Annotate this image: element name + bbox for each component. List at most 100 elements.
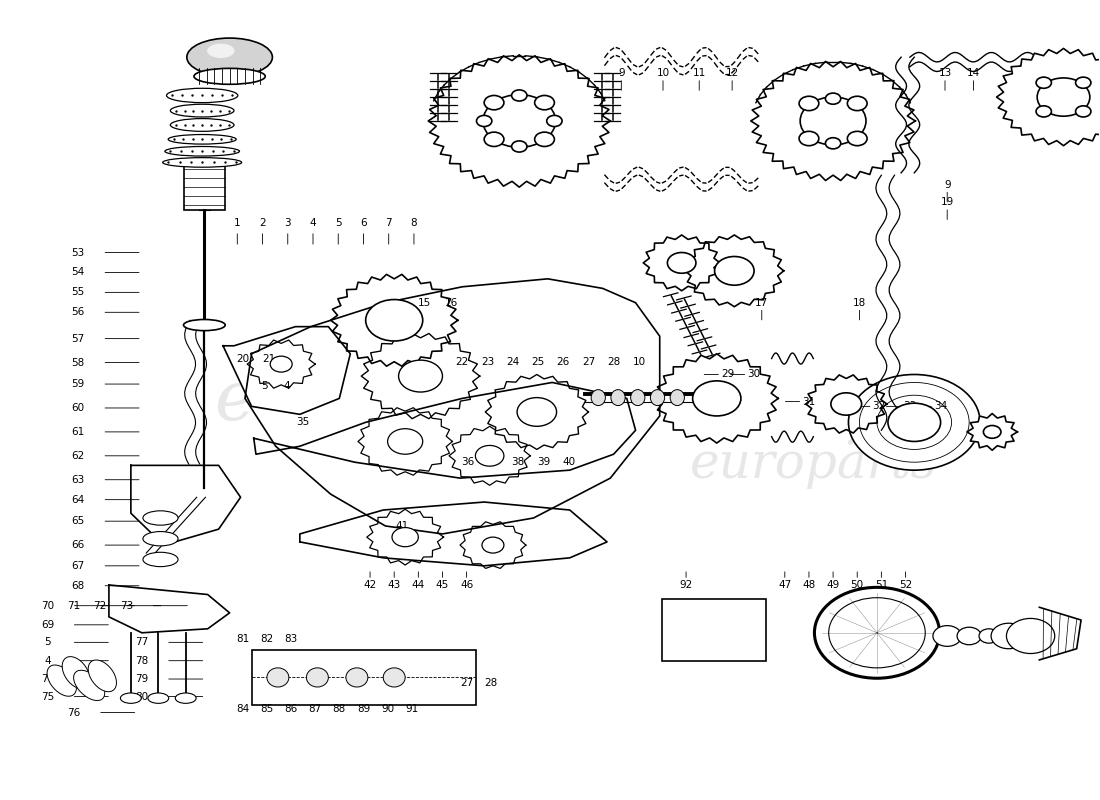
Text: 32: 32 <box>872 402 886 411</box>
Text: 14: 14 <box>967 68 980 78</box>
Text: 21: 21 <box>263 354 276 363</box>
Circle shape <box>799 131 818 146</box>
Polygon shape <box>460 522 526 569</box>
Circle shape <box>512 141 527 152</box>
Circle shape <box>535 132 554 146</box>
Text: 2: 2 <box>260 218 266 228</box>
Text: 85: 85 <box>261 704 274 714</box>
Text: 37: 37 <box>486 457 499 467</box>
Text: 82: 82 <box>261 634 274 644</box>
Text: 56: 56 <box>72 307 85 318</box>
Circle shape <box>825 93 840 104</box>
Circle shape <box>848 374 980 470</box>
Text: 63: 63 <box>72 474 85 485</box>
Bar <box>184 164 226 210</box>
Text: 22: 22 <box>455 357 469 366</box>
Polygon shape <box>997 49 1100 146</box>
Text: 49: 49 <box>826 580 839 590</box>
Ellipse shape <box>168 134 236 144</box>
Circle shape <box>830 393 861 415</box>
Text: 73: 73 <box>120 601 133 610</box>
Text: 45: 45 <box>436 580 449 590</box>
Circle shape <box>715 257 755 286</box>
Text: 78: 78 <box>135 656 149 666</box>
Polygon shape <box>644 235 721 290</box>
Text: 79: 79 <box>135 674 149 684</box>
Text: 39: 39 <box>537 457 550 467</box>
Circle shape <box>1076 77 1091 88</box>
Text: 3: 3 <box>285 218 292 228</box>
Text: 8: 8 <box>410 218 417 228</box>
Text: 38: 38 <box>512 457 525 467</box>
Text: 83: 83 <box>285 634 298 644</box>
Text: 35: 35 <box>297 418 310 427</box>
Text: 84: 84 <box>236 704 250 714</box>
Text: 80: 80 <box>135 691 149 702</box>
Ellipse shape <box>143 552 178 566</box>
Ellipse shape <box>630 390 645 406</box>
Text: 5: 5 <box>262 381 268 390</box>
Ellipse shape <box>194 68 265 84</box>
Circle shape <box>825 138 840 149</box>
Text: 47: 47 <box>778 580 791 590</box>
Ellipse shape <box>163 158 242 167</box>
Circle shape <box>484 95 504 110</box>
Text: 12: 12 <box>726 68 739 78</box>
Text: 40: 40 <box>562 457 575 467</box>
Text: 33: 33 <box>903 402 916 411</box>
Text: 88: 88 <box>332 704 346 714</box>
Ellipse shape <box>166 88 238 102</box>
Text: 27: 27 <box>582 357 595 366</box>
Text: 76: 76 <box>67 707 80 718</box>
Text: 48: 48 <box>802 580 815 590</box>
Circle shape <box>991 623 1026 649</box>
Circle shape <box>668 253 696 274</box>
Text: 70: 70 <box>41 601 54 610</box>
Text: 64: 64 <box>72 494 85 505</box>
Text: 65: 65 <box>72 516 85 526</box>
Text: 52: 52 <box>899 580 912 590</box>
Text: 36: 36 <box>461 457 474 467</box>
Text: 71: 71 <box>67 601 80 610</box>
Text: 54: 54 <box>72 267 85 278</box>
Ellipse shape <box>47 665 76 696</box>
Circle shape <box>983 426 1001 438</box>
Text: 7: 7 <box>385 218 392 228</box>
Ellipse shape <box>383 668 405 687</box>
Ellipse shape <box>187 38 273 76</box>
Ellipse shape <box>184 319 226 330</box>
Circle shape <box>1006 618 1055 654</box>
Text: 67: 67 <box>72 561 85 571</box>
Ellipse shape <box>345 668 367 687</box>
Text: 5: 5 <box>334 218 341 228</box>
Text: 74: 74 <box>41 674 54 684</box>
Ellipse shape <box>143 511 178 525</box>
Text: 25: 25 <box>531 357 544 366</box>
Text: 5: 5 <box>44 638 51 647</box>
Circle shape <box>271 356 293 372</box>
Text: 9: 9 <box>944 180 950 190</box>
Text: 57: 57 <box>72 334 85 344</box>
Polygon shape <box>223 326 350 414</box>
Text: 55: 55 <box>72 287 85 298</box>
Polygon shape <box>300 502 607 566</box>
Circle shape <box>392 527 418 546</box>
Text: 81: 81 <box>236 634 250 644</box>
Text: 51: 51 <box>874 580 888 590</box>
Polygon shape <box>245 279 660 534</box>
Ellipse shape <box>63 657 90 689</box>
Ellipse shape <box>650 390 664 406</box>
Circle shape <box>693 381 741 416</box>
Text: 20: 20 <box>236 354 250 363</box>
Circle shape <box>957 627 981 645</box>
Polygon shape <box>485 374 588 450</box>
Text: 19: 19 <box>940 198 954 207</box>
Polygon shape <box>685 235 783 306</box>
Text: 60: 60 <box>72 403 85 413</box>
Circle shape <box>365 299 422 341</box>
Circle shape <box>387 429 422 454</box>
Ellipse shape <box>120 693 141 703</box>
Text: 16: 16 <box>444 298 458 308</box>
Circle shape <box>888 403 940 442</box>
Text: 53: 53 <box>72 247 85 258</box>
